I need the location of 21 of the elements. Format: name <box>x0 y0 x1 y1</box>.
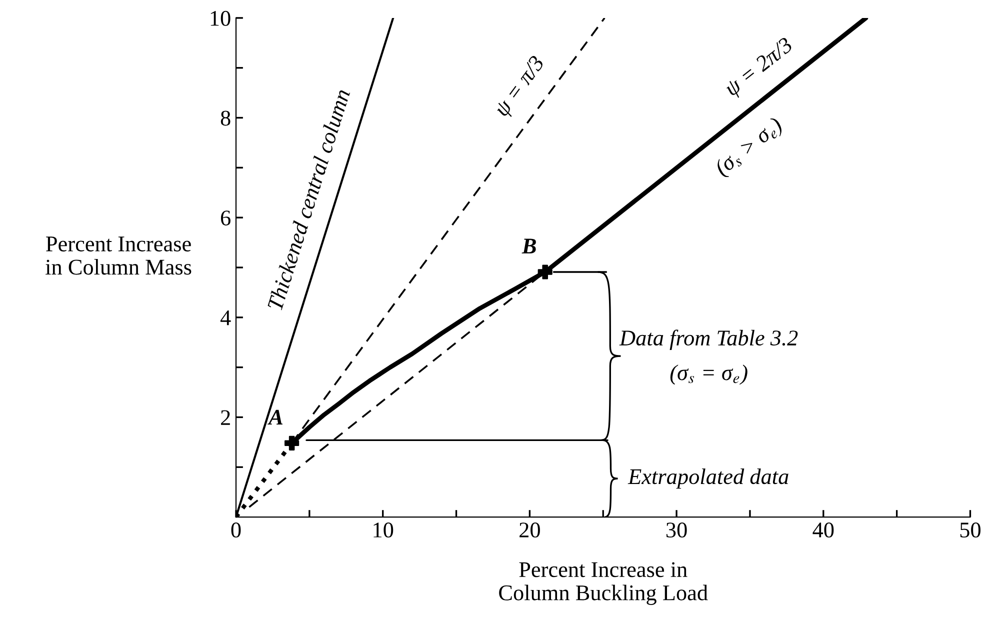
text: ψ = 2π/3 <box>724 36 796 100</box>
y-tick-label: 6 <box>220 210 230 226</box>
annotation: (σ$_{s}$ > σ$_{e}$) <box>713 116 786 180</box>
annotation: Extrapolated data <box>628 468 788 489</box>
x-tick-label: 0 <box>231 522 241 538</box>
y-tick-label: 8 <box>220 110 230 126</box>
annotation: B <box>522 238 536 254</box>
x-tick-label: 30 <box>666 522 687 538</box>
y-tick-label: 10 <box>210 10 230 26</box>
annotation: (σ$_{s}$ = σ$_{e}$) <box>670 364 748 385</box>
y-axis-title: Percent Increase in Column Mass <box>46 236 192 275</box>
x-tick-label: 40 <box>812 522 834 538</box>
x-tick-label: 50 <box>960 522 980 538</box>
x-axis-title: Percent Increase in Column Buckling Load <box>499 562 708 605</box>
x-tick-label: 10 <box>374 522 394 538</box>
annotation: A <box>268 410 283 425</box>
annotation: Data from Table 3.2 <box>619 330 798 350</box>
y-tick-label: 4 <box>220 310 231 326</box>
x-tick-label: 20 <box>520 522 540 538</box>
text: ψ = π/3 <box>493 54 548 120</box>
y-tick-label: 2 <box>221 410 230 425</box>
